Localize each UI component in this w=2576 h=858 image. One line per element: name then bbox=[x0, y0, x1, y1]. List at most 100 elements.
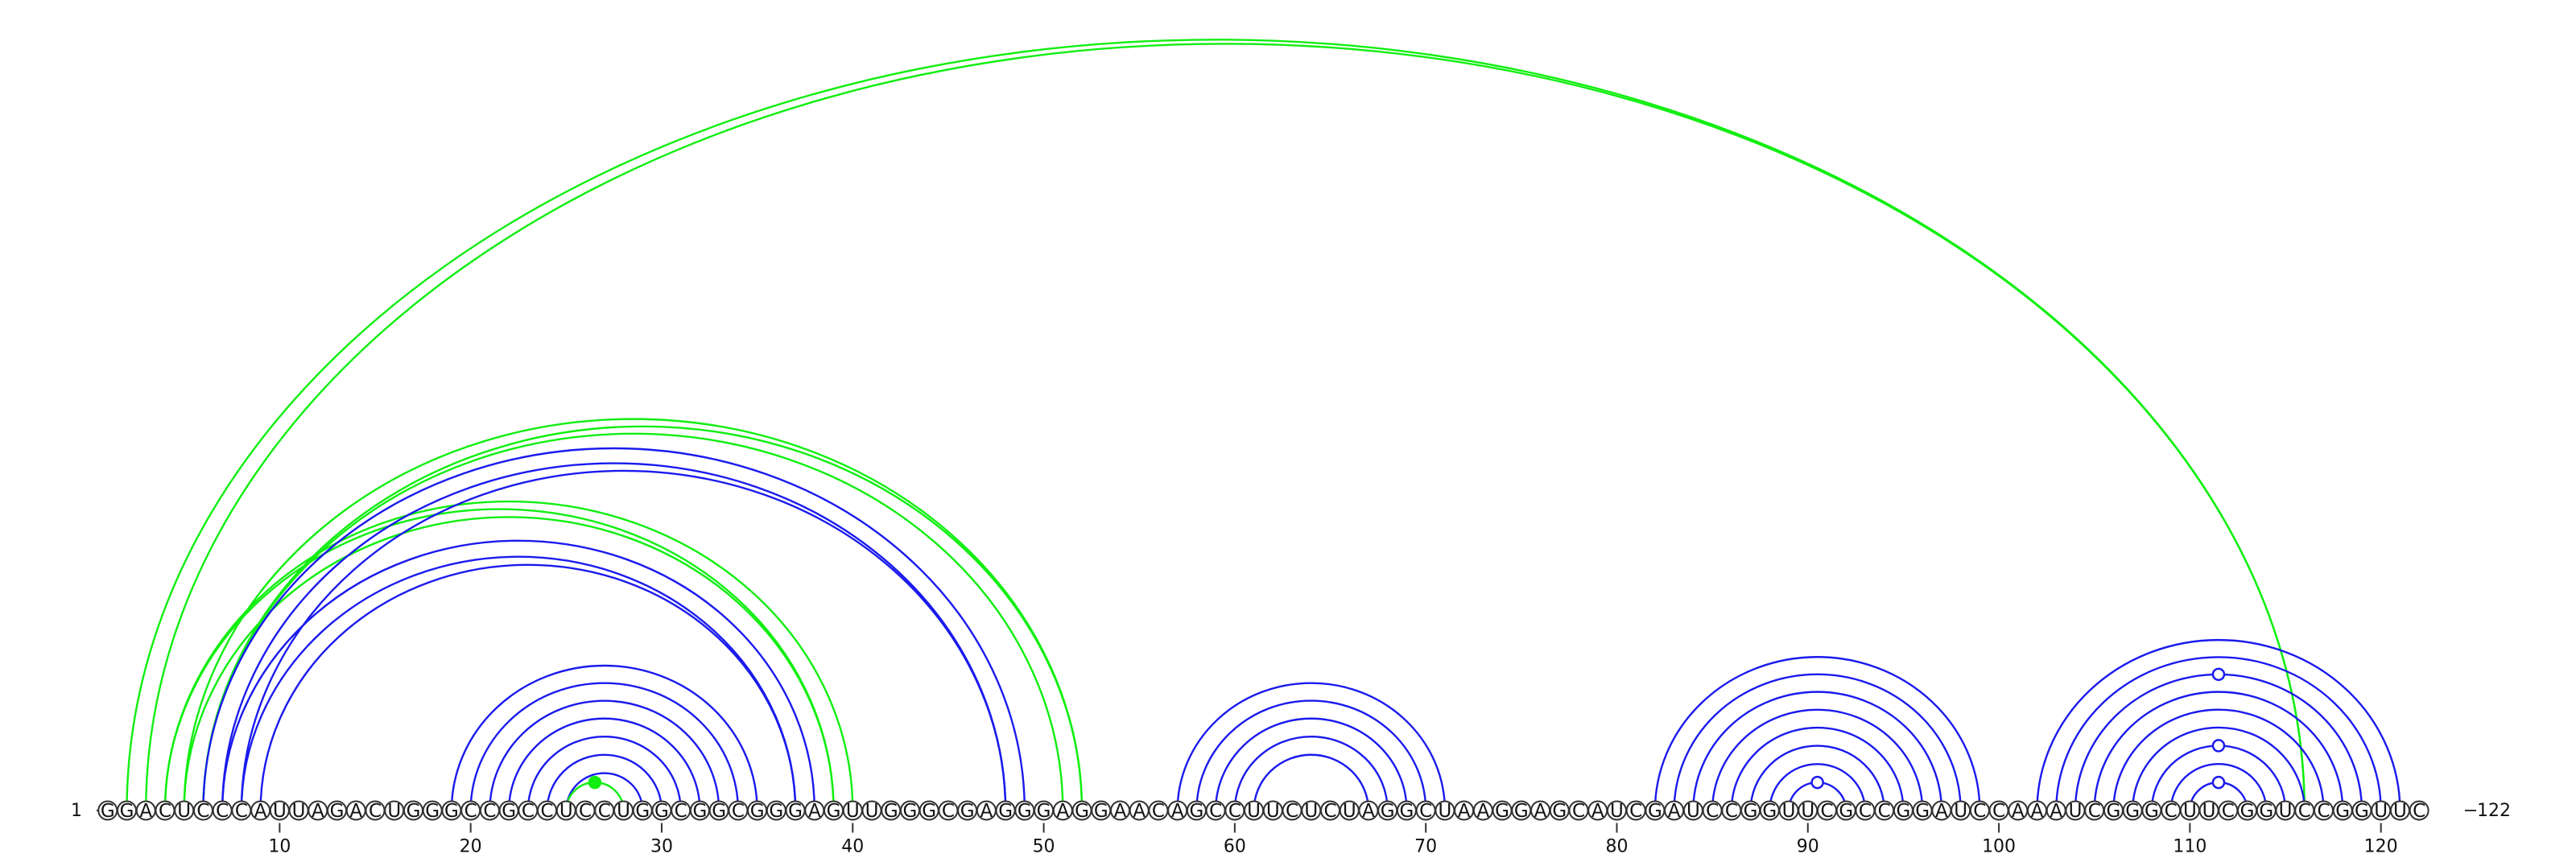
nucleotide-20: C bbox=[460, 800, 481, 822]
nucleotide-64: U bbox=[1301, 800, 1322, 822]
nucleotide-letter: A bbox=[312, 801, 324, 822]
nucleotide-letter: G bbox=[693, 801, 708, 822]
nucleotide-59: C bbox=[1205, 800, 1226, 822]
nucleotide-93: C bbox=[1855, 800, 1876, 822]
nucleotide-letter: G bbox=[425, 801, 440, 822]
nucleotide-63: C bbox=[1282, 800, 1302, 822]
nucleotide-letter: A bbox=[1458, 801, 1471, 822]
nucleotide-letter: G bbox=[1094, 801, 1108, 822]
nucleotide-letter: C bbox=[196, 801, 209, 822]
nucleotide-58: G bbox=[1186, 800, 1207, 822]
nucleotide-letter: G bbox=[769, 801, 783, 822]
nucleotide-letter: G bbox=[1762, 801, 1777, 822]
nucleotide-letter: C bbox=[2222, 801, 2235, 822]
nucleotide-letter: G bbox=[635, 801, 650, 822]
nucleotide-77: G bbox=[1549, 800, 1570, 822]
nucleotide-letter: U bbox=[177, 801, 191, 822]
nucleotide-61: U bbox=[1244, 800, 1265, 822]
nucleotide-letter: G bbox=[101, 801, 115, 822]
nucleotide-letter: A bbox=[254, 801, 267, 822]
nucleotide-letter: U bbox=[2393, 801, 2407, 822]
nucleotide-45: C bbox=[938, 800, 959, 822]
nucleotide-letter: A bbox=[1056, 801, 1069, 822]
nucleotide-letter: G bbox=[922, 801, 936, 822]
nucleotide-letter: C bbox=[1725, 801, 1738, 822]
nucleotide-letter: C bbox=[483, 801, 496, 822]
nucleotide-118: G bbox=[2332, 800, 2353, 822]
tick-label-100: 100 bbox=[1982, 837, 2016, 857]
nucleotide-5: U bbox=[174, 800, 195, 822]
nucleotide-75: G bbox=[1511, 800, 1532, 822]
nucleotide-letter: G bbox=[998, 801, 1013, 822]
tick-label-70: 70 bbox=[1414, 837, 1437, 857]
nucleotide-letter: G bbox=[2335, 801, 2350, 822]
base-pair-arc-103-120 bbox=[2055, 656, 2382, 811]
base-pair-arc-102-121 bbox=[2036, 638, 2401, 811]
nucleotide-letter: U bbox=[273, 801, 287, 822]
base-pair-arc-22-32 bbox=[507, 717, 701, 811]
nucleotide-letter: C bbox=[1286, 801, 1298, 822]
nucleotide-101: A bbox=[2008, 800, 2029, 822]
nucleotide-6: C bbox=[192, 800, 213, 822]
arc-marker-3 bbox=[2211, 775, 2226, 790]
nucleotide-26: C bbox=[575, 800, 596, 822]
nucleotide-92: G bbox=[1835, 800, 1856, 822]
nucleotide-letter: G bbox=[2107, 801, 2121, 822]
nucleotide-letter: C bbox=[1973, 801, 1986, 822]
nucleotide-91: C bbox=[1817, 800, 1837, 822]
nucleotide-letter: C bbox=[1820, 801, 1833, 822]
arc-marker-5 bbox=[2211, 667, 2226, 682]
nucleotide-103: A bbox=[2046, 800, 2066, 822]
nucleotide-66: U bbox=[1339, 800, 1360, 822]
nucleotide-letter: G bbox=[1189, 801, 1203, 822]
base-pair-arc-7-38 bbox=[221, 539, 816, 811]
base-pair-arc-82-99 bbox=[1653, 656, 1981, 811]
nucleotide-23: C bbox=[518, 800, 539, 822]
position-axis: 10 20 30 40 50 60 70 80 90 100 110 120 bbox=[268, 823, 2398, 857]
nucleotide-letter: U bbox=[2069, 801, 2083, 822]
nucleotide-71: U bbox=[1435, 800, 1455, 822]
nucleotide-letter: C bbox=[1878, 801, 1891, 822]
nucleotide-letter: C bbox=[1706, 801, 1719, 822]
base-pair-arc-61-67 bbox=[1253, 753, 1370, 811]
nucleotide-105: C bbox=[2084, 800, 2105, 822]
nucleotide-17: G bbox=[402, 800, 423, 822]
nucleotide-letter: A bbox=[2012, 801, 2025, 822]
nucleotide-letter: A bbox=[1114, 801, 1127, 822]
nucleotide-114: G bbox=[2256, 800, 2277, 822]
nucleotide-letter: G bbox=[120, 801, 134, 822]
tick-label-80: 80 bbox=[1605, 837, 1628, 857]
nucleotide-letter: U bbox=[1438, 801, 1451, 822]
nucleotide-76: A bbox=[1530, 800, 1551, 822]
nucleotide-68: G bbox=[1377, 800, 1398, 822]
nucleotide-36: G bbox=[766, 800, 786, 822]
nucleotide-65: C bbox=[1320, 800, 1341, 822]
nucleotide-letter: U bbox=[2374, 801, 2388, 822]
base-pair-arc-84-97 bbox=[1692, 691, 1943, 811]
nucleotide-letter: G bbox=[502, 801, 516, 822]
base-pair-arc-25-29 bbox=[565, 772, 644, 811]
nucleotide-letter: U bbox=[1782, 801, 1796, 822]
nucleotide-110: U bbox=[2179, 800, 2200, 822]
nucleotide-55: A bbox=[1129, 800, 1150, 822]
nucleotide-107: G bbox=[2122, 800, 2143, 822]
nucleotide-10: U bbox=[269, 800, 290, 822]
nucleotide-14: A bbox=[345, 800, 366, 822]
nucleotide-19: G bbox=[441, 800, 462, 822]
nucleotide-letter: A bbox=[1668, 801, 1681, 822]
base-pair-arc-58-70 bbox=[1195, 699, 1427, 811]
nucleotide-letter: C bbox=[2298, 801, 2311, 822]
nucleotide-54: A bbox=[1109, 800, 1130, 822]
nucleotide-102: A bbox=[2027, 800, 2048, 822]
nucleotide-letter: G bbox=[330, 801, 345, 822]
nucleotide-letter: A bbox=[808, 801, 821, 822]
nucleotide-letter: U bbox=[2183, 801, 2197, 822]
nucleotide-letter: U bbox=[1801, 801, 1814, 822]
base-pair-arc-21-33 bbox=[489, 699, 720, 811]
nucleotide-21: C bbox=[479, 800, 500, 822]
nucleotide-78: C bbox=[1568, 800, 1589, 822]
nucleotide-104: U bbox=[2065, 800, 2086, 822]
nucleotide-letter: C bbox=[675, 801, 687, 822]
tick-label-60: 60 bbox=[1224, 837, 1246, 857]
